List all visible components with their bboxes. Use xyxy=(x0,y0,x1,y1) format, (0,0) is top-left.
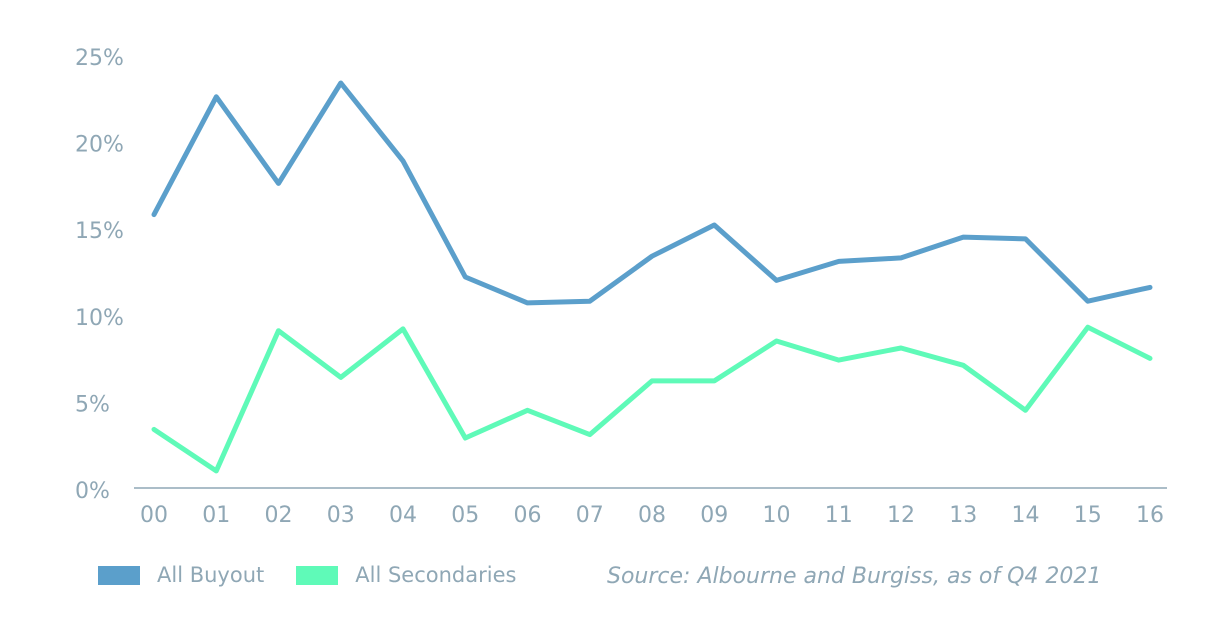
y-tick-label: 10% xyxy=(75,306,124,331)
x-tick-label: 14 xyxy=(1012,503,1040,528)
x-tick-label: 07 xyxy=(576,503,604,528)
x-tick-label: 05 xyxy=(451,503,479,528)
legend: All Buyout All Secondaries xyxy=(98,563,548,587)
y-tick-label: 5% xyxy=(75,392,110,417)
y-tick-label: 15% xyxy=(75,219,124,244)
x-tick-label: 09 xyxy=(700,503,728,528)
x-tick-label: 06 xyxy=(514,503,542,528)
x-axis-labels: 00 01 02 03 04 05 06 07 08 09 10 11 12 13 14 15 16 xyxy=(140,503,1164,528)
x-tick-label: 11 xyxy=(825,503,853,528)
x-tick-label: 00 xyxy=(140,503,168,528)
x-tick-label: 15 xyxy=(1074,503,1102,528)
y-tick-label: 20% xyxy=(75,133,124,158)
x-tick-label: 13 xyxy=(949,503,977,528)
y-axis-labels: 0% 5% 10% 15% 20% 25% xyxy=(75,46,124,504)
x-tick-label: 02 xyxy=(265,503,293,528)
legend-swatch-all-buyout xyxy=(98,565,140,585)
source-note: Source: Albourne and Burgiss, as of Q4 2… xyxy=(607,564,1102,589)
y-tick-label: 0% xyxy=(75,479,110,504)
x-tick-label: 08 xyxy=(638,503,666,528)
legend-item-all-buyout: All Buyout xyxy=(98,563,264,587)
legend-label-all-buyout: All Buyout xyxy=(157,563,265,587)
series-line-all-secondaries xyxy=(151,324,1153,474)
x-tick-label: 16 xyxy=(1136,503,1164,528)
x-tick-label: 10 xyxy=(763,503,791,528)
x-tick-label: 03 xyxy=(327,503,355,528)
x-tick-label: 04 xyxy=(389,503,417,528)
legend-swatch-all-secondaries xyxy=(296,565,339,585)
x-tick-label: 12 xyxy=(887,503,915,528)
legend-label-all-secondaries: All Secondaries xyxy=(355,563,517,587)
x-tick-label: 01 xyxy=(202,503,230,528)
legend-item-all-secondaries: All Secondaries xyxy=(296,563,516,587)
series-lines xyxy=(151,80,1153,474)
series-line-all-buyout xyxy=(151,80,1153,306)
y-tick-label: 25% xyxy=(75,46,124,71)
